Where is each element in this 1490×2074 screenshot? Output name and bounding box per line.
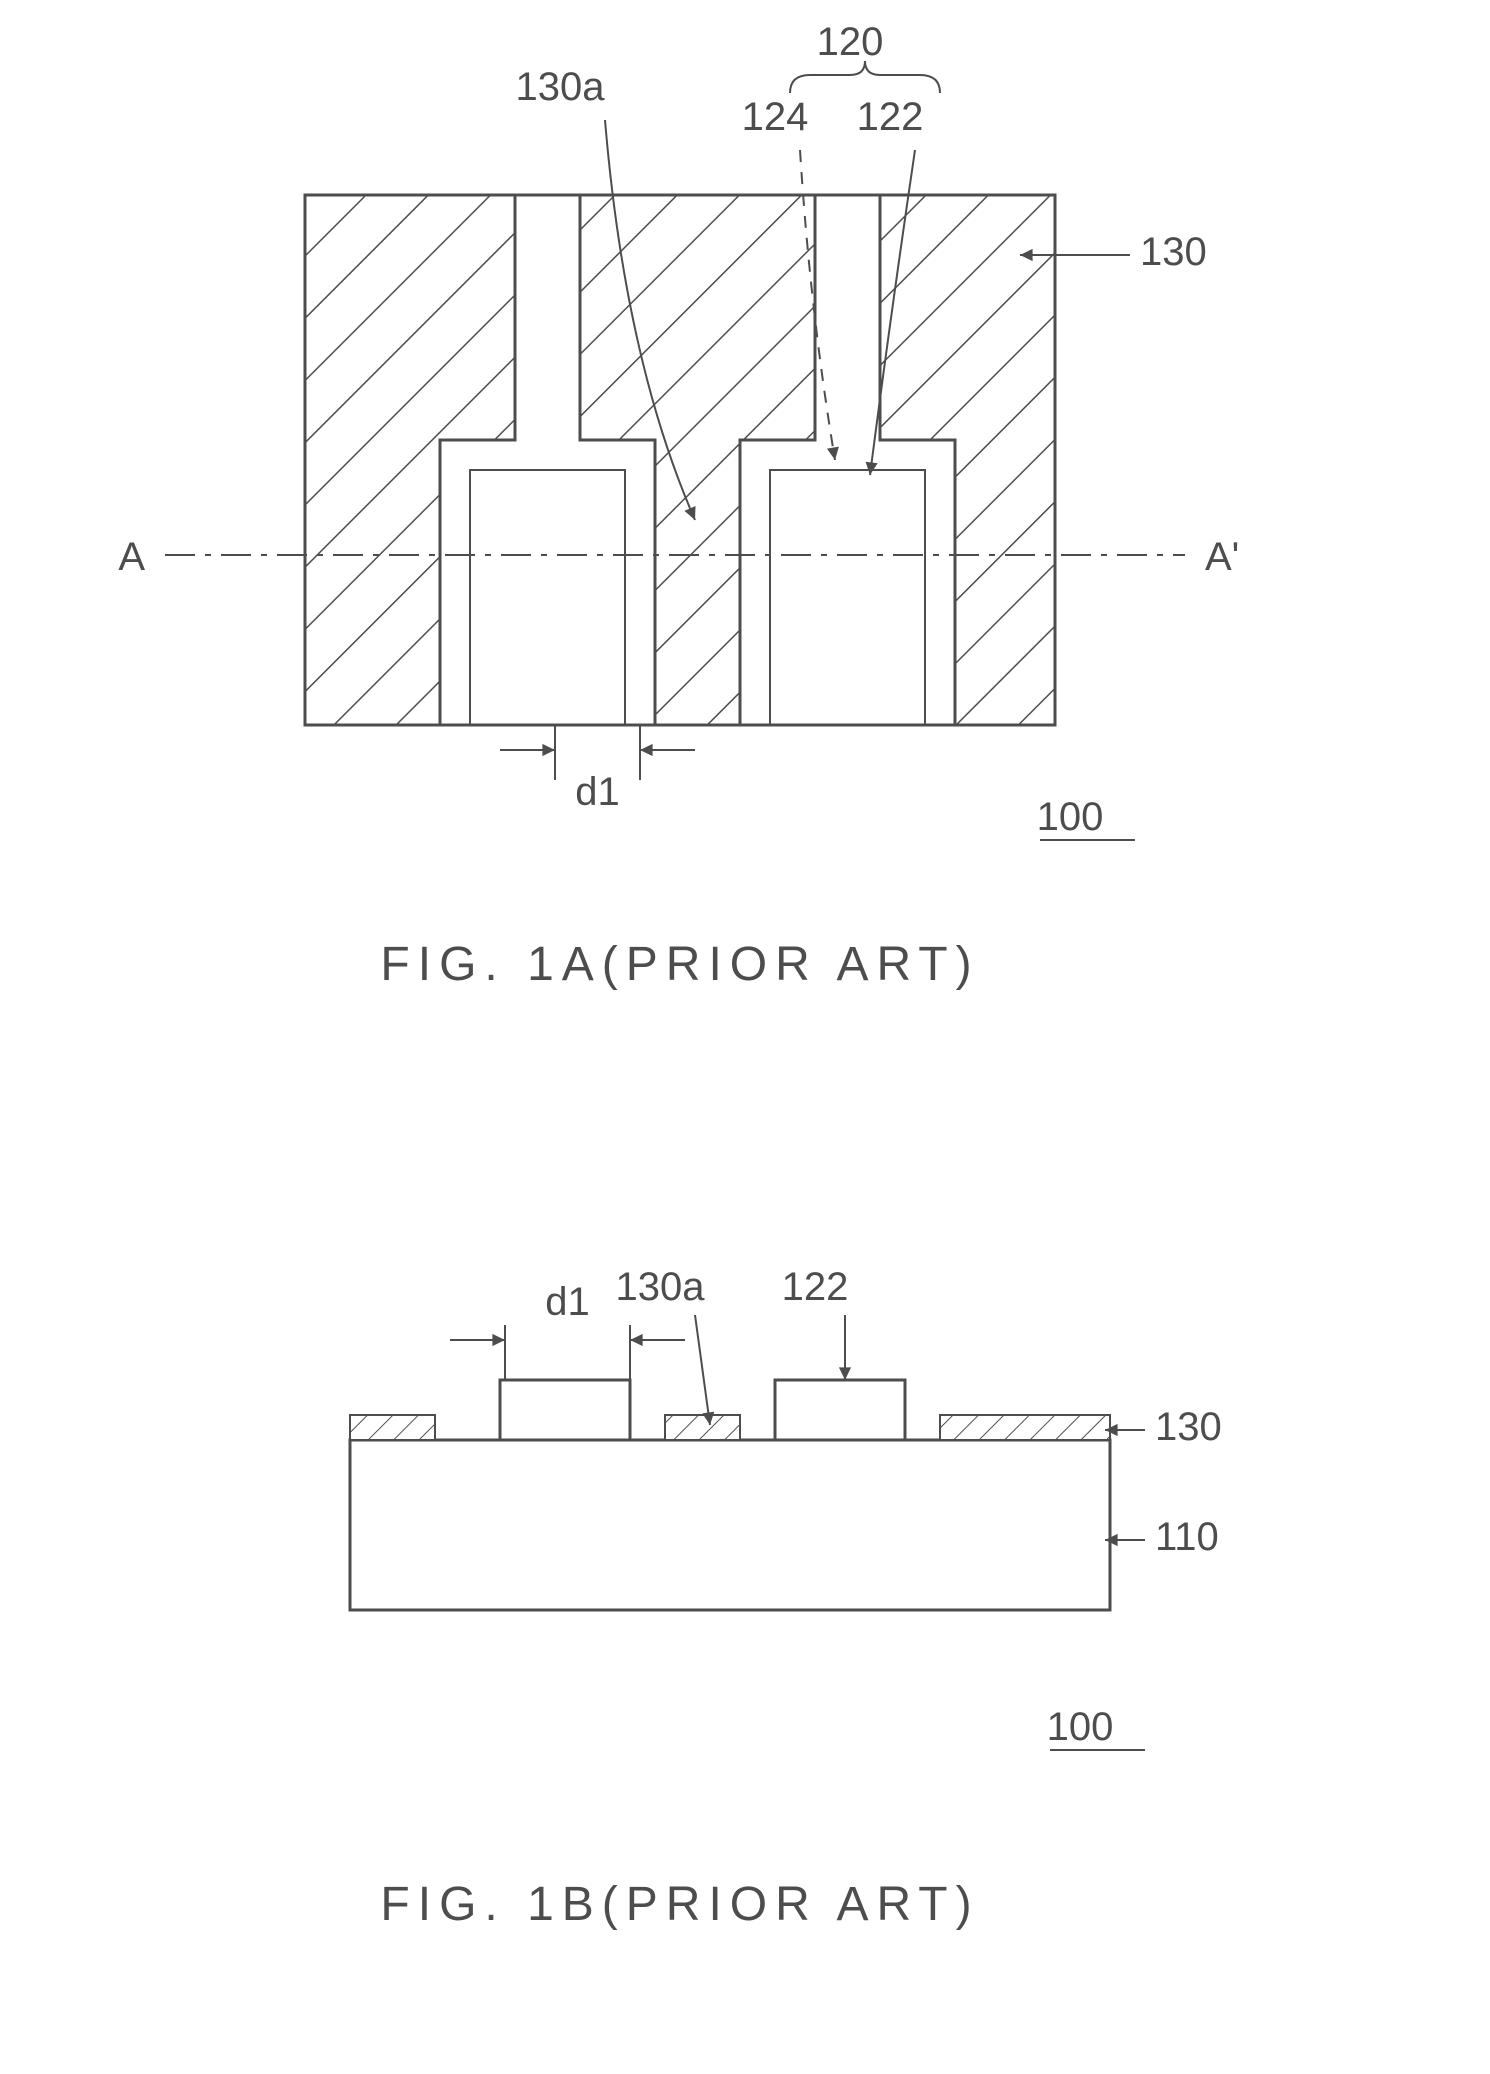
label-124: 124 — [742, 95, 809, 139]
label-130: 130 — [1140, 230, 1207, 274]
metal-region — [305, 195, 1055, 725]
label-130a: 130a — [516, 65, 606, 109]
caption-1a: FIG. 1A(PRIOR ART) — [380, 938, 979, 991]
dim-d1-b: d1 — [545, 1280, 590, 1324]
label-130a-b: 130a — [616, 1265, 706, 1309]
label-110: 110 — [1155, 1515, 1219, 1559]
page: A A' d1 130a 124 122 130 120 100 FIG. 1A(PRIOR AR… — [0, 0, 1490, 2074]
label-122: 122 — [857, 95, 924, 139]
substrate — [350, 1440, 1110, 1610]
diagram-svg: A A' d1 130a 124 122 130 120 100 FIG. 1A(PRIOR AR… — [0, 0, 1490, 2074]
label-122-b: 122 — [782, 1265, 849, 1309]
label-130-b: 130 — [1155, 1405, 1222, 1449]
caption-1b: FIG. 1B(PRIOR ART) — [380, 1878, 979, 1931]
layer-130-strip — [940, 1415, 1110, 1440]
ref-100-b: 100 — [1047, 1705, 1114, 1749]
axis-label-Aprime: A' — [1205, 535, 1239, 579]
layer-130-strip — [350, 1415, 435, 1440]
slot-inner — [770, 470, 925, 725]
ref-100: 100 — [1037, 795, 1104, 839]
slot-inner — [470, 470, 625, 725]
brace-120 — [790, 61, 940, 93]
axis-label-A: A — [118, 535, 145, 579]
dim-d1: d1 — [575, 770, 620, 814]
block-122 — [500, 1380, 630, 1440]
layer-130-strip — [665, 1415, 740, 1440]
block-122 — [775, 1380, 905, 1440]
label-120: 120 — [817, 20, 884, 64]
